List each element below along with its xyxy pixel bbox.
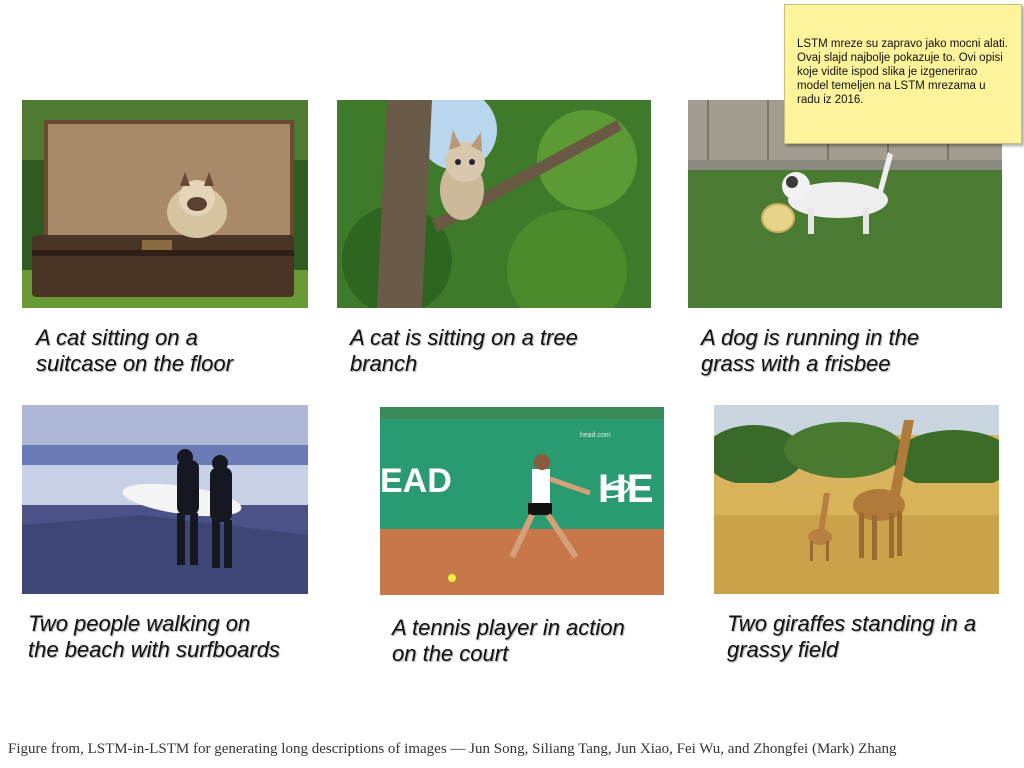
sticky-note-text: LSTM mreze su zapravo jako mocni alati. … [797, 38, 1008, 106]
banner-small-text: head.com [580, 432, 611, 439]
cat-suitcase-photo [22, 100, 308, 308]
caption-3: A dog is running in the grass with a fri… [701, 325, 919, 377]
caption-6: Two giraffes standing in a grassy field [727, 611, 976, 663]
tennis-player-photo: EAD HE head.com [380, 407, 664, 595]
caption-3-line-2: grass with a frisbee [701, 351, 891, 376]
caption-5-line-1: A tennis player in action [392, 615, 625, 640]
caption-2-line-2: branch [350, 351, 418, 376]
figure-citation: Figure from, LSTM-in-LSTM for generating… [8, 741, 897, 757]
banner-text-right: HE [598, 467, 654, 511]
caption-2: A cat is sitting on a tree branch [350, 325, 578, 377]
caption-2-line-1: A cat is sitting on a tree [350, 325, 578, 350]
caption-4-line-1: Two people walking on [28, 611, 251, 636]
banner-text-left: EAD [380, 462, 452, 500]
caption-6-line-1: Two giraffes standing in a [727, 611, 977, 636]
caption-4: Two people walking on the beach with sur… [28, 611, 280, 663]
caption-6-line-2: grassy field [727, 637, 839, 662]
caption-1-line-1: A cat sitting on a [36, 325, 198, 350]
caption-4-line-2: the beach with surfboards [28, 637, 280, 662]
caption-3-line-1: A dog is running in the [701, 325, 920, 350]
caption-5-line-2: on the court [392, 641, 509, 666]
beach-surfers-photo [22, 405, 308, 594]
caption-1: A cat sitting on a suitcase on the floor [36, 325, 233, 377]
cat-tree-photo [337, 100, 651, 308]
giraffes-photo [714, 405, 999, 594]
caption-5: A tennis player in action on the court [392, 615, 625, 667]
caption-1-line-2: suitcase on the floor [36, 351, 233, 376]
sticky-note: LSTM mreze su zapravo jako mocni alati. … [784, 4, 1022, 144]
